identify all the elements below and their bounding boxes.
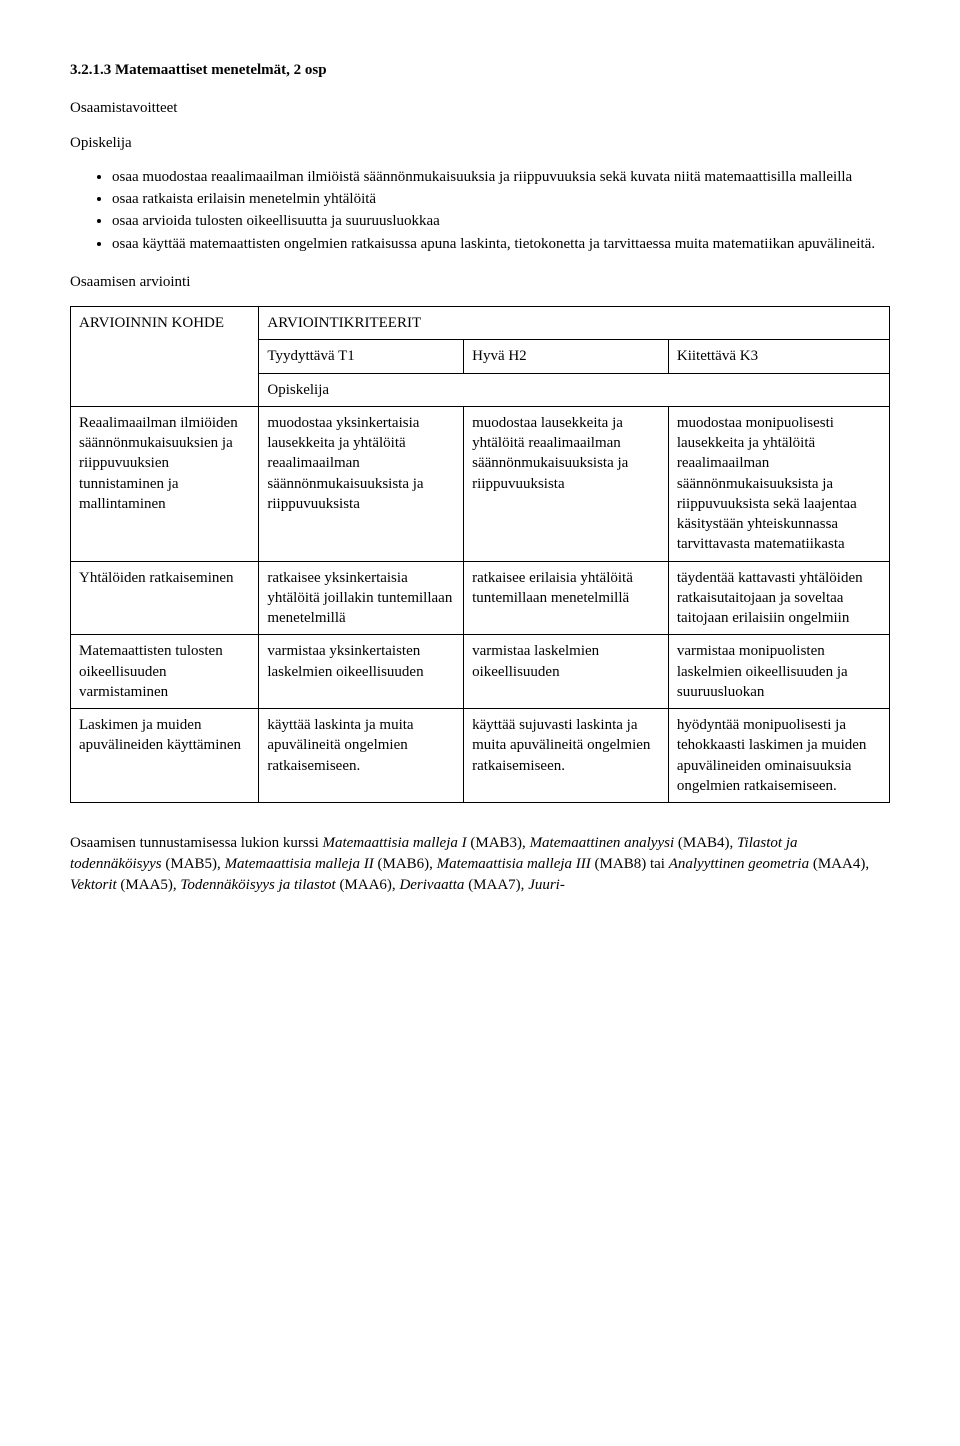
recognition-footnote: Osaamisen tunnustamisessa lukion kurssi … xyxy=(70,833,890,896)
list-item: osaa muodostaa reaalimaailman ilmiöistä … xyxy=(112,167,890,187)
header-h2: Hyvä H2 xyxy=(464,340,669,373)
cell-t1: muodostaa yksinkertaisia lausekkeita ja … xyxy=(259,406,464,561)
list-item: osaa käyttää matemaattisten ongelmien ra… xyxy=(112,234,890,254)
course-name: Matemaattisia malleja II xyxy=(225,856,374,872)
cell-h2: muodostaa lausekkeita ja yhtälöitä reaal… xyxy=(464,406,669,561)
header-target: ARVIOINNIN KOHDE xyxy=(71,307,259,407)
header-opiskelija: Opiskelija xyxy=(259,373,890,406)
course-name: Juuri- xyxy=(528,877,565,893)
table-row: Matemaattisten tulosten oikeellisuuden v… xyxy=(71,635,890,709)
footnote-text: (MAB3), xyxy=(467,835,530,851)
footnote-text: (MAB5), xyxy=(162,856,225,872)
list-item: osaa arvioida tulosten oikeellisuutta ja… xyxy=(112,211,890,231)
footnote-text: (MAB8) tai xyxy=(591,856,669,872)
cell-h2: käyttää sujuvasti laskinta ja muita apuv… xyxy=(464,709,669,803)
cell-t1: käyttää laskinta ja muita apuvälineitä o… xyxy=(259,709,464,803)
course-name: Derivaatta xyxy=(399,877,464,893)
header-t1: Tyydyttävä T1 xyxy=(259,340,464,373)
footnote-text: (MAB4), xyxy=(674,835,737,851)
cell-k3: täydentää kattavasti yhtälöiden ratkaisu… xyxy=(668,561,889,635)
cell-t1: varmistaa yksinkertaisten laskelmien oik… xyxy=(259,635,464,709)
goals-title: Osaamistavoitteet xyxy=(70,98,890,118)
criteria-table: ARVIOINNIN KOHDE ARVIOINTIKRITEERIT Tyyd… xyxy=(70,306,890,803)
cell-t1: ratkaisee yksinkertaisia yhtälöitä joill… xyxy=(259,561,464,635)
section-heading: 3.2.1.3 Matemaattiset menetelmät, 2 osp xyxy=(70,60,890,80)
course-name: Matemaattisia malleja I xyxy=(322,835,466,851)
assessment-title: Osaamisen arviointi xyxy=(70,272,890,292)
cell-h2: varmistaa laskelmien oikeellisuuden xyxy=(464,635,669,709)
table-row: Reaalimaailman ilmiöiden säännönmukaisuu… xyxy=(71,406,890,561)
course-name: Analyyttinen geometria xyxy=(669,856,809,872)
table-row: Yhtälöiden ratkaiseminen ratkaisee yksin… xyxy=(71,561,890,635)
cell-target: Laskimen ja muiden apuvälineiden käyttäm… xyxy=(71,709,259,803)
cell-k3: hyödyntää monipuolisesti ja tehokkaasti … xyxy=(668,709,889,803)
cell-target: Matemaattisten tulosten oikeellisuuden v… xyxy=(71,635,259,709)
header-criteria: ARVIOINTIKRITEERIT xyxy=(259,307,890,340)
list-item: osaa ratkaista erilaisin menetelmin yhtä… xyxy=(112,189,890,209)
cell-h2: ratkaisee erilaisia yhtälöitä tuntemilla… xyxy=(464,561,669,635)
course-name: Matemaattinen analyysi xyxy=(530,835,675,851)
footnote-text: (MAA5), xyxy=(117,877,181,893)
course-name: Matemaattisia malleja III xyxy=(437,856,591,872)
course-name: Todennäköisyys ja tilastot xyxy=(180,877,335,893)
footnote-text: (MAA7), xyxy=(464,877,528,893)
cell-k3: muodostaa monipuolisesti lausekkeita ja … xyxy=(668,406,889,561)
footnote-text: (MAA6), xyxy=(336,877,400,893)
goals-list: osaa muodostaa reaalimaailman ilmiöistä … xyxy=(70,167,890,254)
course-name: Vektorit xyxy=(70,877,117,893)
footnote-text: (MAA4), xyxy=(809,856,869,872)
footnote-text: Osaamisen tunnustamisessa lukion kurssi xyxy=(70,835,322,851)
cell-target: Yhtälöiden ratkaiseminen xyxy=(71,561,259,635)
table-row: Laskimen ja muiden apuvälineiden käyttäm… xyxy=(71,709,890,803)
header-k3: Kiitettävä K3 xyxy=(668,340,889,373)
cell-target: Reaalimaailman ilmiöiden säännönmukaisuu… xyxy=(71,406,259,561)
footnote-text: (MAB6), xyxy=(374,856,437,872)
table-row: ARVIOINNIN KOHDE ARVIOINTIKRITEERIT xyxy=(71,307,890,340)
cell-k3: varmistaa monipuolisten laskelmien oikee… xyxy=(668,635,889,709)
student-label: Opiskelija xyxy=(70,133,890,153)
